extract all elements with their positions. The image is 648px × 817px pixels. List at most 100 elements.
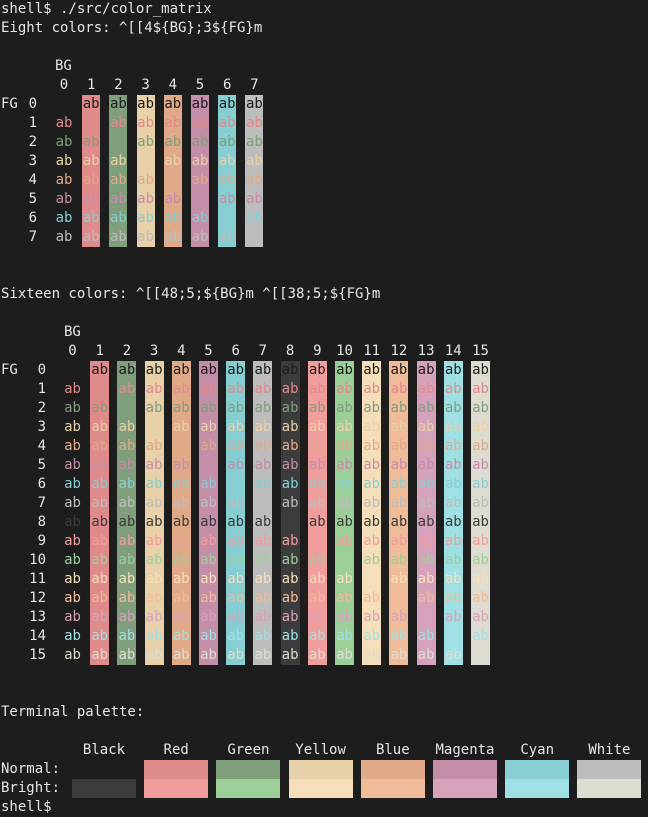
- matrix-cell: ab: [55, 134, 73, 150]
- matrix-cell: ab: [280, 494, 300, 513]
- normal-swatch-6: [505, 760, 570, 779]
- matrix-cell: ab: [362, 532, 382, 551]
- matrix-cell: ab: [90, 551, 110, 570]
- matrix-cell: ab: [82, 152, 101, 171]
- palette-title: Terminal palette:: [1, 704, 145, 720]
- matrix-cell: ab: [117, 475, 137, 494]
- matrix-cell: ab: [307, 532, 327, 551]
- matrix-cell: ab: [443, 513, 463, 532]
- column-header-1: 1: [86, 77, 96, 93]
- matrix-cell: ab: [226, 589, 246, 608]
- matrix-cell: ab: [218, 228, 237, 247]
- normal-label: Normal:: [1, 761, 61, 777]
- matrix-cell: ab: [389, 456, 409, 475]
- matrix-cell: ab: [199, 475, 218, 494]
- matrix-cell: ab: [90, 399, 110, 418]
- matrix-cell: ab: [144, 532, 164, 551]
- matrix-cell: ab: [171, 532, 191, 551]
- matrix-cell: ab: [335, 399, 354, 418]
- sixteen-colors-header: Sixteen colors: ^[[48;5;${BG}m ^[[38;5;$…: [1, 286, 381, 302]
- matrix-cell: ab: [163, 114, 182, 133]
- matrix-cell: ab: [307, 646, 327, 665]
- shell-prompt[interactable]: shell$: [1, 799, 52, 815]
- matrix-cell: ab: [226, 627, 246, 646]
- matrix-cell: ab: [253, 589, 273, 608]
- matrix-cell: ab: [82, 95, 101, 114]
- matrix-cell: ab: [163, 209, 182, 228]
- matrix-cell: ab: [253, 513, 273, 532]
- matrix-cell: ab: [136, 190, 155, 209]
- matrix-cell: ab: [171, 627, 191, 646]
- matrix-cell: ab: [245, 133, 264, 152]
- matrix-cell: ab: [280, 437, 300, 456]
- matrix-cell: ab: [471, 456, 490, 475]
- matrix-cell: ab: [389, 475, 409, 494]
- matrix-cell: ab: [307, 513, 327, 532]
- matrix-cell: ab: [199, 608, 218, 627]
- column-header-8: 8: [285, 343, 295, 359]
- palette-name-1: Red: [163, 742, 189, 758]
- matrix-cell: ab: [471, 627, 490, 646]
- matrix-cell: ab: [362, 608, 382, 627]
- matrix-cell: ab: [416, 380, 436, 399]
- matrix-cell: ab: [245, 228, 264, 247]
- matrix-cell: [55, 95, 73, 114]
- normal-swatch-1: [144, 760, 209, 779]
- matrix-cell: ab: [117, 589, 137, 608]
- matrix-cell: ab: [144, 608, 164, 627]
- matrix-cell: ab: [117, 627, 137, 646]
- matrix-cell: ab: [226, 418, 246, 437]
- column-header-0: 0: [68, 343, 77, 359]
- matrix-cell: ab: [117, 551, 137, 570]
- row-header-1: 1: [28, 115, 37, 131]
- matrix-cell: ab: [109, 95, 128, 114]
- matrix-cell: ab: [307, 589, 327, 608]
- matrix-cell: ab: [64, 514, 81, 530]
- matrix-cell: ab: [226, 380, 246, 399]
- matrix-cell: ab: [218, 209, 237, 228]
- matrix-cell: ab: [163, 152, 182, 171]
- matrix-cell: ab: [109, 209, 128, 228]
- matrix-cell: ab: [307, 437, 327, 456]
- matrix-cell: ab: [199, 646, 218, 665]
- matrix-cell: ab: [362, 589, 382, 608]
- column-header-4: 4: [168, 77, 178, 93]
- matrix-cell: ab: [144, 570, 164, 589]
- matrix-cell: ab: [171, 475, 191, 494]
- matrix-cell: ab: [416, 513, 436, 532]
- matrix-cell: ab: [471, 418, 490, 437]
- matrix-cell: ab: [64, 609, 81, 625]
- matrix-cell: ab: [253, 570, 273, 589]
- bright-swatch-7: [577, 779, 642, 798]
- matrix-cell: ab: [253, 456, 273, 475]
- matrix-cell: ab: [335, 570, 354, 589]
- matrix-cell: ab: [117, 399, 137, 418]
- matrix-cell: ab: [389, 513, 409, 532]
- palette-name-2: Green: [227, 742, 270, 758]
- matrix-cell: ab: [280, 589, 300, 608]
- column-header-3: 3: [141, 77, 150, 93]
- matrix-cell: ab: [245, 114, 264, 133]
- matrix-cell: ab: [218, 171, 237, 190]
- matrix-cell: ab: [280, 570, 300, 589]
- column-header-11: 11: [363, 343, 381, 359]
- matrix-cell: ab: [64, 381, 81, 397]
- matrix-cell: ab: [307, 494, 327, 513]
- matrix-cell: ab: [171, 570, 191, 589]
- matrix-cell: ab: [362, 570, 382, 589]
- matrix-cell: ab: [117, 646, 137, 665]
- matrix-cell: ab: [245, 152, 264, 171]
- matrix-cell: ab: [171, 437, 191, 456]
- matrix-cell: ab: [136, 171, 155, 190]
- matrix-cell: ab: [416, 589, 436, 608]
- matrix-cell: ab: [226, 532, 246, 551]
- matrix-cell: ab: [199, 551, 218, 570]
- row-header-0: 0: [37, 362, 46, 378]
- bright-label: Bright:: [1, 780, 61, 796]
- matrix-cell: ab: [335, 475, 354, 494]
- matrix-cell: ab: [416, 494, 436, 513]
- matrix-cell: ab: [335, 608, 354, 627]
- matrix-cell: ab: [307, 361, 327, 380]
- matrix-cell: ab: [362, 361, 382, 380]
